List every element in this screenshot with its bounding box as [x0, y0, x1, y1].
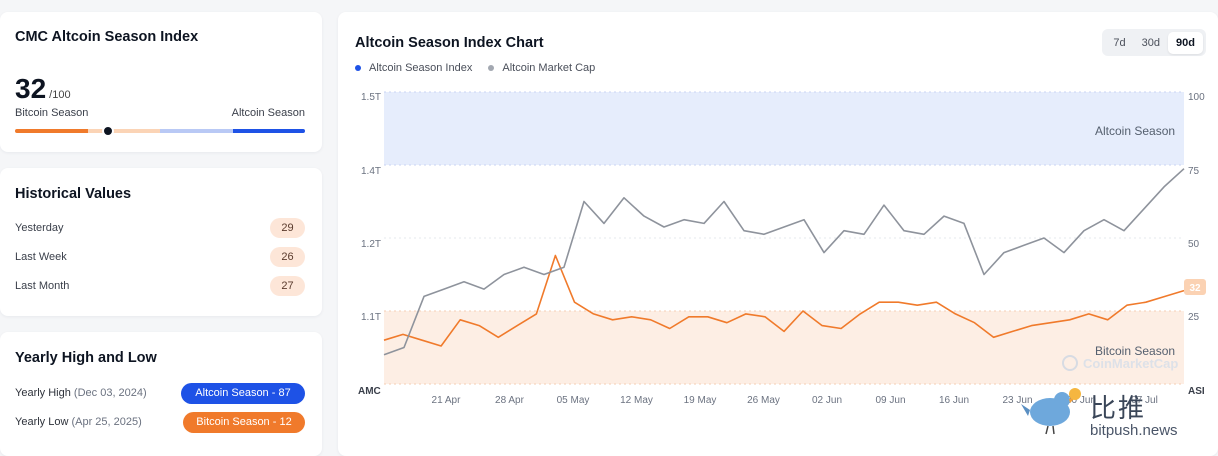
chart-watermark: CoinMarketCap: [1062, 355, 1178, 371]
historical-row-value: 29: [270, 218, 305, 238]
bitcoin-season-band: [384, 311, 1184, 384]
bitpush-watermark: 比推 bitpush.news: [1020, 384, 1218, 456]
tab-30d[interactable]: 30d: [1141, 36, 1161, 49]
historical-row: Last Month 27: [15, 276, 305, 296]
left-tick-label: 1.5T: [361, 92, 381, 103]
historical-row: Yesterday 29: [15, 218, 305, 238]
yearly-low-label: Yearly Low: [15, 416, 69, 428]
current-value-marker: 32: [1184, 279, 1206, 295]
x-tick-label: 23 Jun: [1002, 395, 1032, 406]
left-tick-label: 1.4T: [361, 166, 381, 177]
index-score: 32 /100: [15, 73, 71, 105]
right-axis: 100 75 50 25 ASI: [1188, 92, 1205, 397]
bitcoin-season-label: Bitcoin Season: [15, 107, 89, 119]
historical-row-label: Last Week: [15, 251, 67, 263]
altcoin-season-index-line: [383, 254, 1185, 347]
gauge-seg-bitcoin: [15, 129, 88, 133]
x-tick-label: 26 May: [747, 395, 780, 406]
zone-label-altcoin: Altcoin Season: [1095, 124, 1175, 138]
left-tick-label: 1.2T: [361, 239, 381, 250]
x-tick-label: 02 Jun: [812, 395, 842, 406]
legend-label: Altcoin Market Cap: [502, 62, 596, 74]
x-tick-label: 05 May: [557, 395, 590, 406]
season-gauge-bar: [15, 129, 305, 133]
current-value-badge: 32: [1189, 283, 1201, 294]
yearly-low-date: (Apr 25, 2025): [71, 416, 142, 428]
historical-row-label: Yesterday: [15, 222, 64, 234]
yearly-low-row: Yearly Low (Apr 25, 2025) Bitcoin Season…: [15, 411, 305, 433]
left-axis-title: AMC: [358, 386, 381, 397]
altcoin-market-cap-line: [383, 168, 1185, 356]
right-tick-label: 25: [1188, 312, 1200, 323]
left-axis: 1.5T 1.4T 1.2T 1.1T AMC: [358, 92, 381, 397]
historical-title: Historical Values: [15, 186, 132, 202]
yearly-high-row: Yearly High (Dec 03, 2024) Altcoin Seaso…: [15, 382, 305, 404]
tab-7d[interactable]: 7d: [1113, 36, 1126, 49]
chart-title: Altcoin Season Index Chart: [355, 35, 544, 51]
legend-item-index[interactable]: Altcoin Season Index: [355, 62, 472, 74]
bird-logo-icon: [1021, 388, 1081, 435]
index-score-value: 32: [15, 73, 47, 104]
x-tick-label: 07 Jul: [1131, 395, 1158, 406]
left-tick-label: 1.1T: [361, 312, 381, 323]
watermark-url: bitpush.news: [1090, 422, 1178, 439]
tab-90d[interactable]: 90d: [1168, 31, 1203, 54]
yearly-high-text: Yearly High (Dec 03, 2024): [15, 387, 147, 399]
cmc-logo-icon: [1062, 355, 1078, 371]
yearly-high-label: Yearly High: [15, 387, 71, 399]
zone-label-bitcoin: Bitcoin Season: [1095, 344, 1175, 358]
legend-dot-icon: [488, 65, 495, 71]
legend-dot-icon: [355, 65, 361, 71]
x-tick-label: 28 Apr: [495, 395, 525, 406]
watermark-cn: 比推: [1090, 394, 1147, 424]
historical-row-value: 27: [270, 276, 305, 296]
historical-row-label: Last Month: [15, 280, 70, 292]
right-axis-title: ASI: [1188, 386, 1205, 397]
watermark-text: CoinMarketCap: [1083, 356, 1178, 371]
chart-lines: [383, 168, 1185, 356]
yearly-low-badge: Bitcoin Season - 12: [183, 411, 305, 433]
right-tick-label: 50: [1188, 239, 1200, 250]
yearly-low-text: Yearly Low (Apr 25, 2025): [15, 416, 142, 428]
altcoin-season-band: [384, 92, 1184, 165]
x-tick-label: 19 May: [684, 395, 717, 406]
legend-label: Altcoin Season Index: [369, 62, 473, 74]
x-tick-label: 12 May: [620, 395, 653, 406]
range-tabs: 7d 30d 90d: [1102, 29, 1206, 56]
yearly-title: Yearly High and Low: [15, 350, 157, 366]
right-tick-label: 75: [1188, 166, 1200, 177]
yearly-high-low-card: Yearly High and Low Yearly High (Dec 03,…: [0, 332, 322, 456]
yearly-high-badge: Altcoin Season - 87: [181, 382, 305, 404]
historical-row-value: 26: [270, 247, 305, 267]
gauge-indicator: [101, 125, 114, 137]
yearly-high-date: (Dec 03, 2024): [73, 387, 147, 399]
legend-item-market-cap[interactable]: Altcoin Market Cap: [488, 62, 595, 74]
altcoin-season-chart-card: Altcoin Season Index Chart Altcoin Seaso…: [338, 12, 1218, 456]
index-card-title: CMC Altcoin Season Index: [15, 29, 199, 45]
x-tick-label: 16 Jun: [939, 395, 969, 406]
historical-values-card: Historical Values Yesterday 29 Last Week…: [0, 168, 322, 316]
right-tick-label: 100: [1188, 92, 1205, 103]
gauge-seg-neutral-alt: [160, 129, 233, 133]
x-tick-label: 09 Jun: [875, 395, 905, 406]
gauge-seg-altcoin: [232, 129, 305, 133]
x-tick-label: 30 Jun: [1066, 395, 1096, 406]
gauge-seg-neutral-btc: [87, 129, 160, 133]
altcoin-season-label: Altcoin Season: [231, 107, 305, 119]
x-tick-label: 21 Apr: [432, 395, 462, 406]
current-value-badge-bg: [1184, 279, 1206, 295]
historical-row: Last Week 26: [15, 247, 305, 267]
chart-plot[interactable]: Altcoin Season Bitcoin Season CoinMarket…: [338, 12, 1218, 456]
altcoin-season-index-card: CMC Altcoin Season Index 32 /100 Bitcoin…: [0, 12, 322, 152]
index-score-max: /100: [49, 89, 71, 101]
chart-legend: Altcoin Season Index Altcoin Market Cap: [355, 62, 595, 74]
x-axis: 21 Apr 28 Apr 05 May 12 May 19 May 26 May 02 J…: [432, 395, 1158, 406]
